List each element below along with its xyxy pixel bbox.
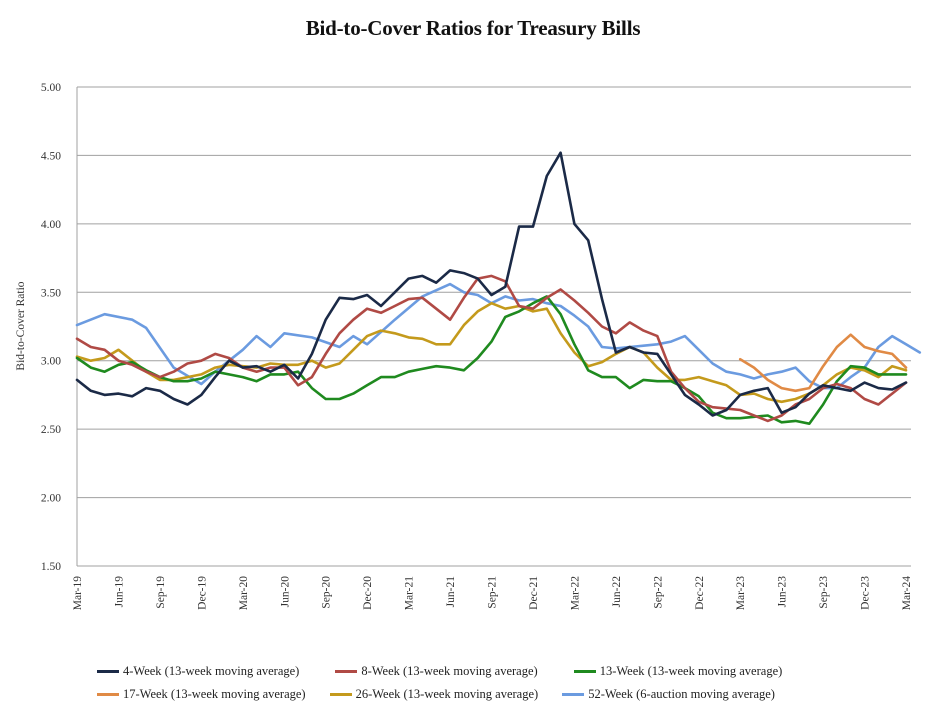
x-tick-label: Mar-24 [901, 576, 913, 611]
series-line-8-week [75, 274, 908, 423]
y-tick-label: 3.00 [41, 356, 61, 368]
x-axis-ticks: Mar-19 Jun-19 Sep-19 Dec-19 Mar-20 Jun-20 Sep-… [72, 576, 913, 611]
x-tick-label: Sep-19 [155, 576, 167, 609]
legend-label: 13-Week (13-week moving average) [599, 664, 783, 678]
legend-item-26-week[interactable]: 26-Week (13-week moving average) [329, 687, 539, 702]
y-tick-label: 1.50 [41, 561, 61, 573]
series-line-17-week [738, 333, 908, 393]
x-tick-label: Dec-23 [860, 576, 872, 610]
legend-label: 4-Week (13-week moving average) [123, 664, 300, 678]
x-tick-label: Jun-19 [113, 576, 125, 608]
legend-item-13-week[interactable]: 13-Week (13-week moving average) [573, 664, 783, 679]
x-tick-label: Mar-23 [735, 576, 747, 611]
x-tick-label: Mar-19 [72, 576, 84, 611]
x-tick-label: Jun-21 [445, 576, 457, 608]
x-tick-label: Jun-23 [777, 576, 789, 608]
x-tick-label: Sep-21 [487, 576, 499, 609]
legend-item-52-week[interactable]: 52-Week (6-auction moving average) [562, 687, 775, 702]
y-tick-label: 5.00 [41, 82, 61, 94]
legend-swatch [562, 693, 585, 696]
legend-swatch [97, 670, 119, 673]
x-tick-label: Sep-22 [652, 576, 664, 609]
y-axis-ticks: 1.50 2.00 2.50 3.00 3.50 4.00 4.50 5.00 [41, 82, 61, 573]
y-tick-label: 2.00 [41, 493, 61, 505]
x-tick-label: Mar-20 [238, 576, 250, 611]
series-lines [75, 151, 922, 426]
legend-swatch [97, 693, 119, 696]
y-axis-label: Bid-to-Cover Ratio [15, 281, 27, 370]
x-tick-label: Dec-19 [196, 576, 208, 610]
x-tick-label: Jun-22 [611, 576, 623, 608]
y-tick-label: 2.50 [41, 424, 61, 436]
gridlines [76, 86, 911, 567]
legend-row: 4-Week (13-week moving average) 8-Week (… [97, 660, 917, 683]
legend-item-4-week[interactable]: 4-Week (13-week moving average) [97, 664, 299, 679]
legend-item-8-week[interactable]: 8-Week (13-week moving average) [335, 664, 538, 679]
x-tick-label: Jun-20 [279, 576, 291, 608]
x-tick-label: Dec-21 [528, 576, 540, 610]
series-line-13-week [75, 295, 908, 426]
legend-item-17-week[interactable]: 17-Week (13-week moving average) [97, 687, 306, 702]
x-tick-label: Dec-22 [694, 576, 706, 610]
legend-label: 52-Week (6-auction moving average) [588, 687, 775, 701]
y-tick-label: 4.50 [41, 150, 61, 162]
series-line-26-week [75, 301, 908, 404]
legend-swatch [329, 693, 352, 696]
x-tick-label: Mar-22 [569, 576, 581, 611]
series-line-4-week [75, 151, 908, 417]
legend-label: 8-Week (13-week moving average) [361, 664, 538, 678]
legend-label: 17-Week (13-week moving average) [123, 687, 306, 701]
x-tick-label: Mar-21 [404, 576, 416, 611]
legend-swatch [573, 670, 596, 673]
y-tick-label: 4.00 [41, 219, 61, 231]
x-tick-label: Sep-23 [818, 576, 830, 609]
legend: 4-Week (13-week moving average) 8-Week (… [97, 660, 917, 706]
series-line-52-week [75, 282, 922, 390]
legend-label: 26-Week (13-week moving average) [355, 687, 539, 701]
y-tick-label: 3.50 [41, 287, 61, 299]
legend-row: 17-Week (13-week moving average) 26-Week… [97, 683, 917, 706]
x-tick-label: Sep-20 [321, 576, 333, 609]
legend-swatch [335, 670, 358, 673]
x-tick-label: Dec-20 [362, 576, 374, 610]
chart-title: Bid-to-Cover Ratios for Treasury Bills [305, 16, 641, 40]
